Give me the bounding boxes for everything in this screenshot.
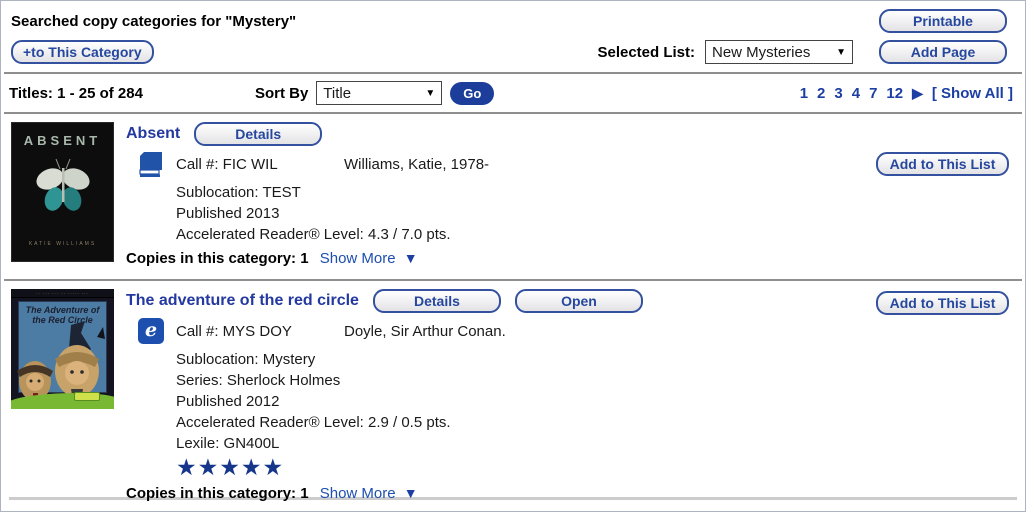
call-number: Call #: MYS DOY — [176, 322, 292, 340]
cover-title-line1: The Adventure of — [25, 305, 100, 315]
copies-value: 1 — [300, 485, 309, 502]
sort-by-select[interactable]: Title ▼ — [316, 81, 443, 105]
sublocation-line: Sublocation: TEST — [176, 184, 301, 201]
cover-title-text: ABSENT — [23, 133, 102, 148]
bottom-divider — [9, 497, 1017, 500]
chevron-down-icon: ▼ — [425, 87, 436, 99]
add-to-list-button[interactable]: Add to This List — [876, 291, 1009, 315]
reader-level-line: Accelerated Reader® Level: 2.9 / 0.5 pts… — [176, 414, 451, 431]
selected-list-value: New Mysteries — [712, 43, 811, 61]
copies-label: Copies in this category: — [126, 485, 297, 502]
published-line: Published 2012 — [176, 393, 280, 410]
add-to-category-button[interactable]: +to This Category — [11, 40, 154, 64]
detail-lines: Sublocation: TEST Published 2013 Acceler… — [176, 182, 865, 245]
pagination: 1 2 3 4 7 12 ▶ [ Show All ] — [800, 85, 1017, 102]
series-line: Series: Sherlock Holmes — [176, 372, 341, 389]
star-rating: ★★★★★ — [176, 454, 285, 480]
book-cover-red-circle[interactable]: ·· ··· ··· ·· ····· ··· The Adventure of… — [11, 289, 114, 409]
header: Searched copy categories for "Mystery" P… — [1, 1, 1025, 64]
divider — [4, 72, 1022, 74]
sort-by-label: Sort By — [254, 84, 309, 102]
page-link-7[interactable]: 7 — [869, 84, 878, 102]
chevron-down-icon: ▼ — [836, 46, 846, 58]
show-more-link[interactable]: Show More — [319, 250, 396, 267]
detail-lines: Sublocation: Mystery Series: Sherlock Ho… — [176, 349, 865, 454]
cover-top-strip: ·· ··· ··· ·· ····· ··· — [11, 289, 114, 298]
sublocation-line: Sublocation: Mystery — [176, 351, 316, 368]
page-link-3[interactable]: 3 — [834, 84, 843, 102]
open-button[interactable]: Open — [514, 289, 643, 313]
result-row-absent: ABSENT KATIE WILLIAMS Absent Details — [1, 114, 1025, 279]
copies-label: Copies in this category: — [126, 250, 297, 267]
cover-title-line2: the Red Circle — [32, 315, 93, 325]
show-more-arrow-icon[interactable]: ▼ — [403, 250, 418, 266]
cover-author-text: KATIE WILLIAMS — [28, 241, 97, 247]
page-link-4[interactable]: 4 — [851, 84, 861, 102]
book-title-link[interactable]: The adventure of the red circle — [126, 292, 359, 309]
details-button[interactable]: Details — [194, 122, 323, 146]
author-name: Williams, Katie, 1978- — [344, 155, 490, 173]
reader-level-line: Accelerated Reader® Level: 4.3 / 7.0 pts… — [176, 226, 451, 243]
results-toolbar: Titles: 1 - 25 of 284 Sort By Title ▼ Go… — [1, 74, 1025, 112]
details-button[interactable]: Details — [372, 289, 501, 313]
add-page-button[interactable]: Add Page — [879, 40, 1007, 64]
titles-count: Titles: 1 - 25 of 284 — [9, 84, 143, 102]
call-number: Call #: FIC WIL — [176, 155, 278, 173]
butterfly-art — [36, 158, 90, 211]
selected-list-select[interactable]: New Mysteries ▼ — [705, 40, 853, 64]
show-more-arrow-icon[interactable]: ▼ — [403, 485, 418, 501]
published-line: Published 2013 — [176, 205, 280, 222]
show-all-link[interactable]: [ Show All ] — [931, 84, 1013, 102]
page-link-1[interactable]: 1 — [799, 84, 809, 102]
selected-list-label: Selected List: — [597, 43, 695, 61]
copies-value: 1 — [300, 250, 309, 267]
go-button[interactable]: Go — [450, 81, 495, 105]
author-name: Doyle, Sir Arthur Conan. — [344, 322, 506, 340]
divider — [4, 112, 1022, 114]
book-title-link[interactable]: Absent — [126, 125, 181, 142]
book-cover-absent[interactable]: ABSENT KATIE WILLIAMS — [11, 122, 114, 262]
printable-button[interactable]: Printable — [879, 9, 1007, 33]
page-link-12[interactable]: 12 — [886, 84, 904, 102]
divider — [4, 279, 1022, 281]
show-more-link[interactable]: Show More — [319, 485, 396, 502]
lexile-line: Lexile: GN400L — [176, 435, 280, 452]
page-link-2[interactable]: 2 — [817, 84, 826, 102]
ebook-icon: e — [138, 318, 164, 344]
book-icon — [139, 152, 162, 177]
next-page-icon[interactable]: ▶ — [912, 84, 923, 101]
cover-publisher-badge — [74, 392, 100, 401]
add-to-list-button[interactable]: Add to This List — [876, 152, 1009, 176]
detectives-art — [17, 321, 105, 401]
page-title: Searched copy categories for "Mystery" — [11, 13, 297, 30]
result-row-red-circle: ·· ··· ··· ·· ····· ··· The Adventure of… — [1, 281, 1025, 502]
sort-by-value: Title — [323, 84, 352, 102]
